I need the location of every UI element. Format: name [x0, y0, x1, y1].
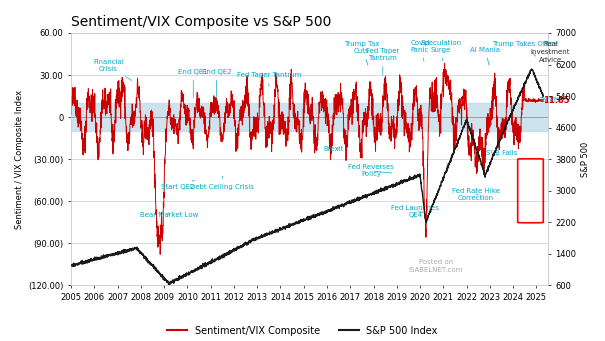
Legend: Sentiment/VIX Composite, S&P 500 Index: Sentiment/VIX Composite, S&P 500 Index	[163, 322, 442, 340]
Text: Sentiment/VIX Composite vs S&P 500: Sentiment/VIX Composite vs S&P 500	[71, 15, 332, 29]
Text: Debt Ceiling Crisis: Debt Ceiling Crisis	[191, 176, 254, 190]
Text: Posted on
ISABELNET.com: Posted on ISABELNET.com	[408, 259, 463, 273]
Text: End QE2: End QE2	[201, 69, 231, 98]
Text: Real
Investment
Advice: Real Investment Advice	[531, 41, 571, 63]
Text: Fed Reverses
Policy: Fed Reverses Policy	[348, 164, 394, 177]
Text: Fed Rate Hike
Correction: Fed Rate Hike Correction	[452, 188, 500, 201]
Text: AI Mania: AI Mania	[470, 47, 500, 65]
Text: End QE1: End QE1	[178, 69, 208, 98]
Y-axis label: Sentiment / VIX Composite Index: Sentiment / VIX Composite Index	[15, 90, 24, 229]
Text: Fed Taper Tantrum: Fed Taper Tantrum	[237, 72, 301, 86]
Text: Bear Market Low: Bear Market Low	[140, 212, 198, 218]
Text: Trump Tax
Cuts: Trump Tax Cuts	[344, 41, 380, 65]
Text: 11.85: 11.85	[543, 96, 570, 105]
Text: Fed Launches
QE4: Fed Launches QE4	[391, 205, 439, 218]
Text: SVB Fails: SVB Fails	[486, 150, 517, 157]
Text: Fed Taper
Tantrum: Fed Taper Tantrum	[366, 48, 399, 75]
Text: Tariffs: Tariffs	[538, 97, 560, 103]
Y-axis label: S&P 500: S&P 500	[581, 142, 590, 177]
Text: Start QE2: Start QE2	[162, 180, 195, 190]
Text: Covid
Panic: Covid Panic	[410, 40, 430, 61]
Bar	[71, 103, 548, 131]
Text: Brexit: Brexit	[324, 146, 344, 152]
Text: Speculation
Surge: Speculation Surge	[420, 40, 462, 61]
Text: Financial
Crisis: Financial Crisis	[93, 59, 132, 80]
Text: Trump Takes Office: Trump Takes Office	[492, 41, 558, 56]
